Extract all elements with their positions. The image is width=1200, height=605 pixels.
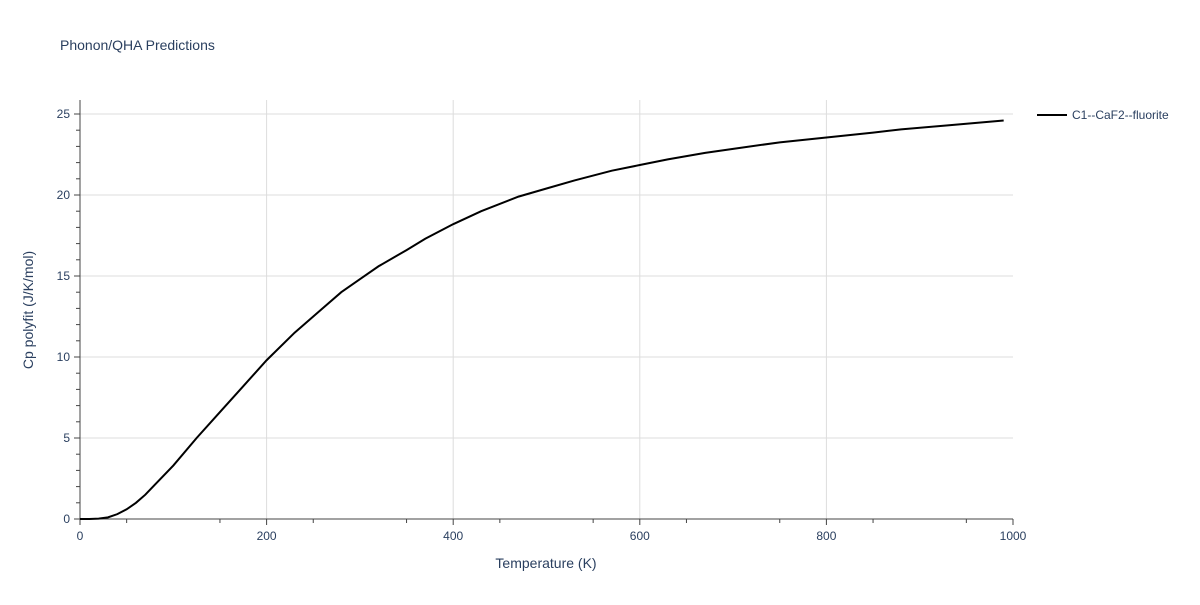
grid [80,100,1013,519]
x-tick-label: 200 [257,529,277,543]
axes: 0 200 400 600 800 1000 0 5 10 15 20 25 [57,100,1027,543]
y-tick-label: 15 [57,269,71,283]
x-tick-label: 800 [816,529,836,543]
y-tick-label: 0 [63,512,70,526]
y-tick-label: 20 [57,188,71,202]
x-tick-label: 400 [443,529,463,543]
legend-label: C1--CaF2--fluorite [1072,108,1169,122]
series-line [80,119,1004,520]
chart-title: Phonon/QHA Predictions [60,37,215,53]
legend[interactable]: C1--CaF2--fluorite [1037,108,1169,122]
x-tick-label: 1000 [1000,529,1027,543]
x-tick-label: 0 [77,529,84,543]
x-tick-label: 600 [630,529,650,543]
y-tick-label: 25 [57,107,71,121]
y-tick-label: 5 [63,431,70,445]
x-axis-label: Temperature (K) [495,555,596,571]
y-tick-label: 10 [57,350,71,364]
y-axis-label: Cp polyfit (J/K/mol) [20,251,36,369]
plot-area [80,119,1004,520]
